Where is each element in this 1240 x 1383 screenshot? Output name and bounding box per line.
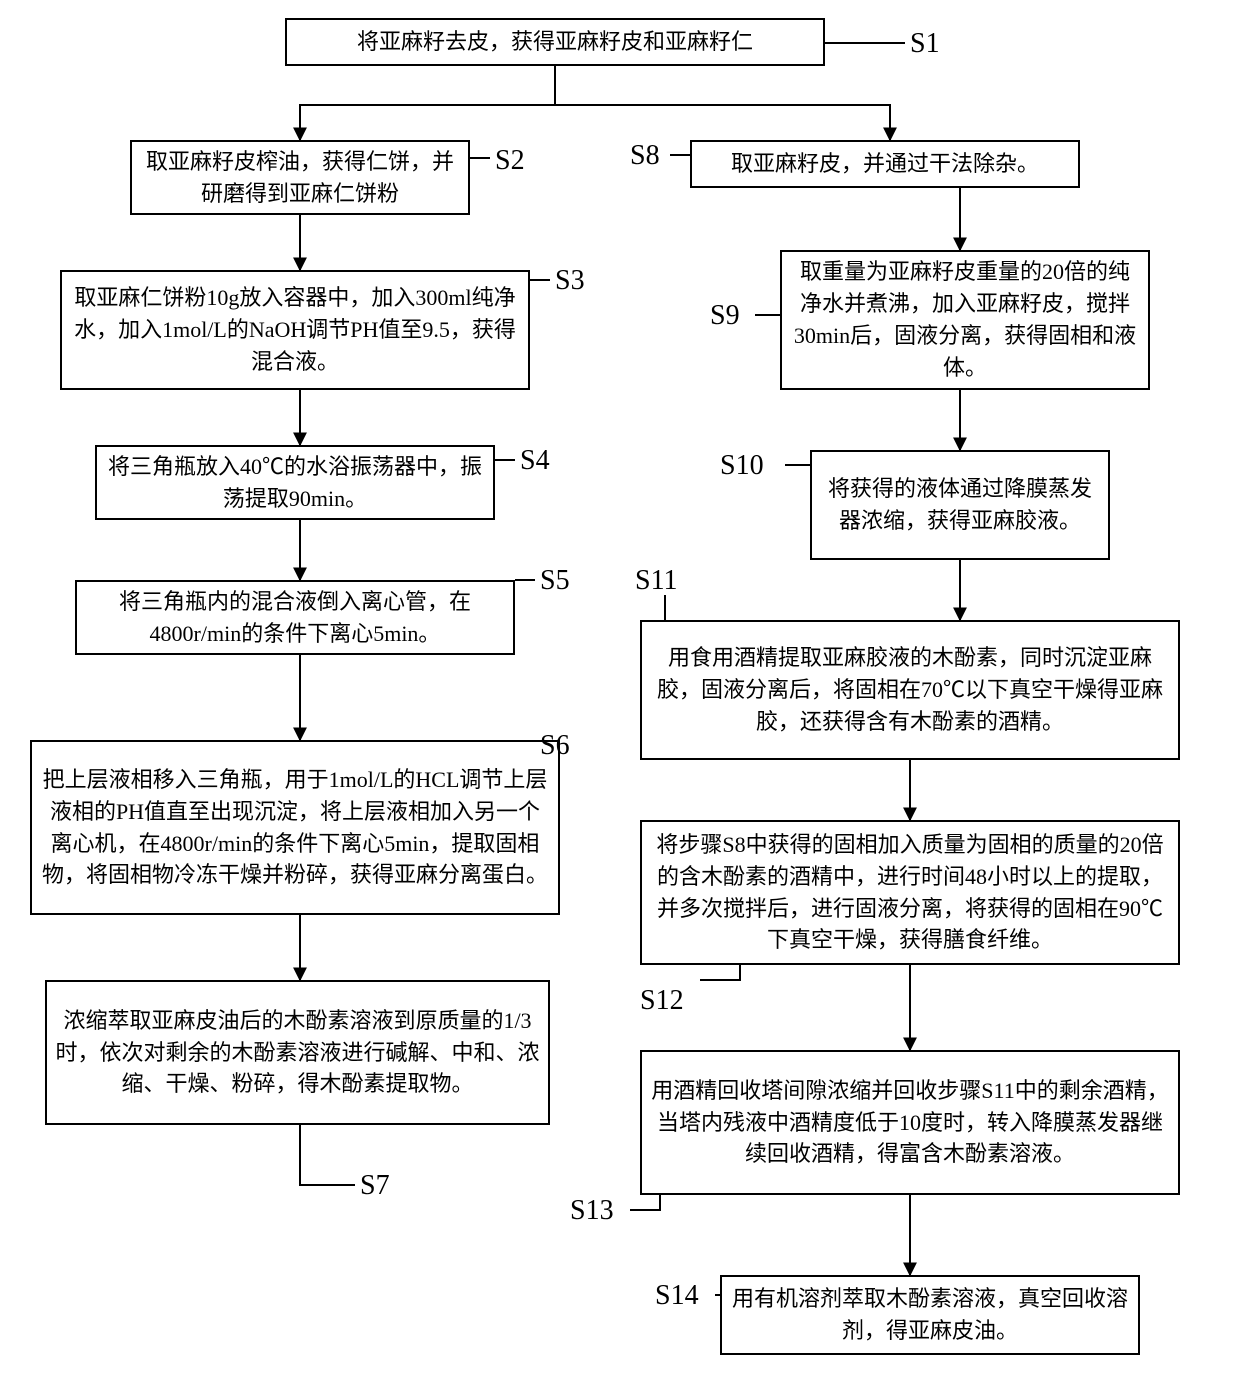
flow-edge <box>300 66 555 140</box>
step-label-S14: S14 <box>655 1280 699 1312</box>
step-label-text: S4 <box>520 445 550 476</box>
flow-node-text: 将三角瓶内的混合液倒入离心管，在4800r/min的条件下离心5min。 <box>85 586 505 650</box>
step-label-S2: S2 <box>495 145 525 177</box>
step-label-text: S7 <box>360 1170 390 1201</box>
step-label-S10: S10 <box>720 450 764 482</box>
step-label-S5: S5 <box>540 565 570 597</box>
flow-node-S6: 把上层液相移入三角瓶，用于1mol/L的HCL调节上层液相的PH值直至出现沉淀，… <box>30 740 560 915</box>
step-label-S1: S1 <box>910 28 940 60</box>
flow-node-S11: 用食用酒精提取亚麻胶液的木酚素，同时沉淀亚麻胶，固液分离后，将固相在70℃以下真… <box>640 620 1180 760</box>
step-label-text: S13 <box>570 1195 614 1226</box>
step-label-text: S9 <box>710 300 740 331</box>
step-label-S7: S7 <box>360 1170 390 1202</box>
flow-node-S7: 浓缩萃取亚麻皮油后的木酚素溶液到原质量的1/3时，依次对剩余的木酚素溶液进行碱解… <box>45 980 550 1125</box>
flow-node-S9: 取重量为亚麻籽皮重量的20倍的纯净水并煮沸，加入亚麻籽皮，搅拌30min后，固液… <box>780 250 1150 390</box>
flow-node-S13: 用酒精回收塔间隙浓缩并回收步骤S11中的剩余酒精，当塔内残液中酒精度低于10度时… <box>640 1050 1180 1195</box>
step-label-S8: S8 <box>630 140 660 172</box>
step-label-text: S1 <box>910 28 940 59</box>
step-label-S13: S13 <box>570 1195 614 1227</box>
step-label-text: S14 <box>655 1280 699 1311</box>
flow-node-S2: 取亚麻籽皮榨油，获得仁饼，并研磨得到亚麻仁饼粉 <box>130 140 470 215</box>
step-label-S12: S12 <box>640 985 684 1017</box>
flow-node-S4: 将三角瓶放入40℃的水浴振荡器中，振荡提取90min。 <box>95 445 495 520</box>
step-label-text: S3 <box>555 265 585 296</box>
flow-node-text: 浓缩萃取亚麻皮油后的木酚素溶液到原质量的1/3时，依次对剩余的木酚素溶液进行碱解… <box>55 1005 540 1101</box>
step-label-text: S6 <box>540 730 570 761</box>
step-label-text: S11 <box>635 565 678 596</box>
step-label-S9: S9 <box>710 300 740 332</box>
flow-node-S12: 将步骤S8中获得的固相加入质量为固相的质量的20倍的含木酚素的酒精中，进行时间4… <box>640 820 1180 965</box>
step-label-S11: S11 <box>635 565 678 597</box>
step-label-text: S8 <box>630 140 660 171</box>
step-label-S3: S3 <box>555 265 585 297</box>
leader-line <box>700 965 740 980</box>
flow-node-text: 将获得的液体通过降膜蒸发器浓缩，获得亚麻胶液。 <box>820 473 1100 537</box>
flow-node-text: 取亚麻籽皮榨油，获得仁饼，并研磨得到亚麻仁饼粉 <box>140 146 460 210</box>
step-label-S4: S4 <box>520 445 550 477</box>
flow-node-text: 用食用酒精提取亚麻胶液的木酚素，同时沉淀亚麻胶，固液分离后，将固相在70℃以下真… <box>650 642 1170 738</box>
flow-node-text: 将三角瓶放入40℃的水浴振荡器中，振荡提取90min。 <box>105 451 485 515</box>
flow-node-S14: 用有机溶剂萃取木酚素溶液，真空回收溶剂，得亚麻皮油。 <box>720 1275 1140 1355</box>
flow-node-text: 取亚麻籽皮，并通过干法除杂。 <box>731 148 1039 180</box>
leader-line <box>300 1125 355 1185</box>
flow-node-S1: 将亚麻籽去皮，获得亚麻籽皮和亚麻籽仁 <box>285 18 825 66</box>
step-label-text: S5 <box>540 565 570 596</box>
flow-node-S8: 取亚麻籽皮，并通过干法除杂。 <box>690 140 1080 188</box>
flow-node-text: 用有机溶剂萃取木酚素溶液，真空回收溶剂，得亚麻皮油。 <box>730 1283 1130 1347</box>
step-label-text: S12 <box>640 985 684 1016</box>
flow-node-text: 用酒精回收塔间隙浓缩并回收步骤S11中的剩余酒精，当塔内残液中酒精度低于10度时… <box>650 1075 1170 1171</box>
flowchart-canvas: 将亚麻籽去皮，获得亚麻籽皮和亚麻籽仁取亚麻籽皮榨油，获得仁饼，并研磨得到亚麻仁饼… <box>0 0 1240 1383</box>
flow-node-text: 将步骤S8中获得的固相加入质量为固相的质量的20倍的含木酚素的酒精中，进行时间4… <box>650 829 1170 957</box>
flow-node-text: 取重量为亚麻籽皮重量的20倍的纯净水并煮沸，加入亚麻籽皮，搅拌30min后，固液… <box>790 256 1140 384</box>
flow-node-text: 把上层液相移入三角瓶，用于1mol/L的HCL调节上层液相的PH值直至出现沉淀，… <box>40 764 550 892</box>
flow-node-S10: 将获得的液体通过降膜蒸发器浓缩，获得亚麻胶液。 <box>810 450 1110 560</box>
step-label-S6: S6 <box>540 730 570 762</box>
flow-node-S3: 取亚麻仁饼粉10g放入容器中，加入300ml纯净水，加入1mol/L的NaOH调… <box>60 270 530 390</box>
flow-node-text: 将亚麻籽去皮，获得亚麻籽皮和亚麻籽仁 <box>357 26 753 58</box>
flow-edge <box>555 66 890 140</box>
leader-line <box>630 1195 660 1210</box>
step-label-text: S2 <box>495 145 525 176</box>
flow-node-S5: 将三角瓶内的混合液倒入离心管，在4800r/min的条件下离心5min。 <box>75 580 515 655</box>
flow-node-text: 取亚麻仁饼粉10g放入容器中，加入300ml纯净水，加入1mol/L的NaOH调… <box>70 282 520 378</box>
step-label-text: S10 <box>720 450 764 481</box>
